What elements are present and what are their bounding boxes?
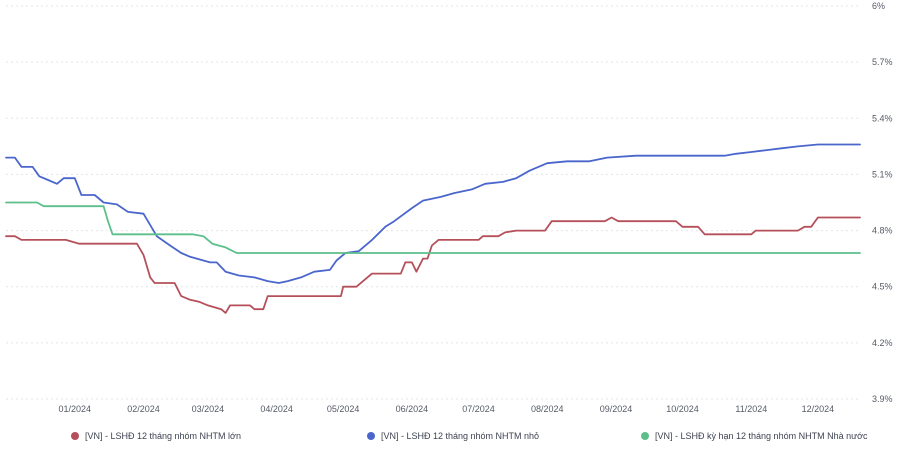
x-tick-label-9: 10/2024 bbox=[666, 404, 699, 414]
x-tick-label-5: 06/2024 bbox=[396, 404, 429, 414]
x-tick-label-0: 01/2024 bbox=[58, 404, 91, 414]
x-tick-label-2: 03/2024 bbox=[192, 404, 225, 414]
y-tick-label-0: 3.9% bbox=[872, 394, 893, 404]
x-tick-label-4: 05/2024 bbox=[327, 404, 360, 414]
legend-label-2: [VN] - LSHĐ kỳ hạn 12 tháng nhóm NHTM Nh… bbox=[655, 431, 868, 441]
x-tick-label-6: 07/2024 bbox=[462, 404, 495, 414]
legend: [VN] - LSHĐ 12 tháng nhóm NHTM lớn [VN] -… bbox=[71, 431, 868, 441]
x-tick-label-1: 02/2024 bbox=[127, 404, 160, 414]
x-axis-ticks: 01/2024 02/2024 03/2024 04/2024 05/2024 06/20… bbox=[58, 404, 834, 414]
y-tick-label-2: 4.5% bbox=[872, 282, 893, 292]
y-tick-label-3: 4.8% bbox=[872, 226, 893, 236]
y-tick-label-4: 5.1% bbox=[872, 169, 893, 179]
y-tick-label-5: 5.4% bbox=[872, 113, 893, 123]
legend-item-2[interactable]: [VN] - LSHĐ kỳ hạn 12 tháng nhóm NHTM Nh… bbox=[641, 431, 868, 441]
y-tick-label-7: 6% bbox=[872, 1, 885, 11]
legend-marker-2 bbox=[641, 432, 649, 440]
legend-item-0[interactable]: [VN] - LSHĐ 12 tháng nhóm NHTM lớn bbox=[71, 431, 241, 441]
x-tick-label-7: 08/2024 bbox=[531, 404, 564, 414]
legend-item-1[interactable]: [VN] - LSHĐ 12 tháng nhóm NHTM nhỏ bbox=[367, 431, 539, 441]
legend-label-0: [VN] - LSHĐ 12 tháng nhóm NHTM lớn bbox=[85, 431, 241, 441]
y-tick-label-1: 4.2% bbox=[872, 338, 893, 348]
series-line-2 bbox=[5, 201, 861, 254]
x-tick-label-8: 09/2024 bbox=[600, 404, 633, 414]
y-axis-ticks: 3.9% 4.2% 4.5% 4.8% 5.1% 5.4% 5.7% 6% bbox=[872, 1, 893, 404]
legend-marker-0 bbox=[71, 432, 79, 440]
series-line-0 bbox=[5, 216, 861, 314]
x-tick-label-3: 04/2024 bbox=[260, 404, 293, 414]
legend-marker-1 bbox=[367, 432, 375, 440]
x-tick-label-11: 12/2024 bbox=[802, 404, 835, 414]
grid-lines bbox=[6, 5, 860, 400]
series-line-1 bbox=[5, 143, 861, 284]
series-lines bbox=[5, 143, 861, 314]
legend-label-1: [VN] - LSHĐ 12 tháng nhóm NHTM nhỏ bbox=[381, 431, 539, 441]
y-tick-label-6: 5.7% bbox=[872, 57, 893, 67]
x-tick-label-10: 11/2024 bbox=[735, 404, 767, 414]
